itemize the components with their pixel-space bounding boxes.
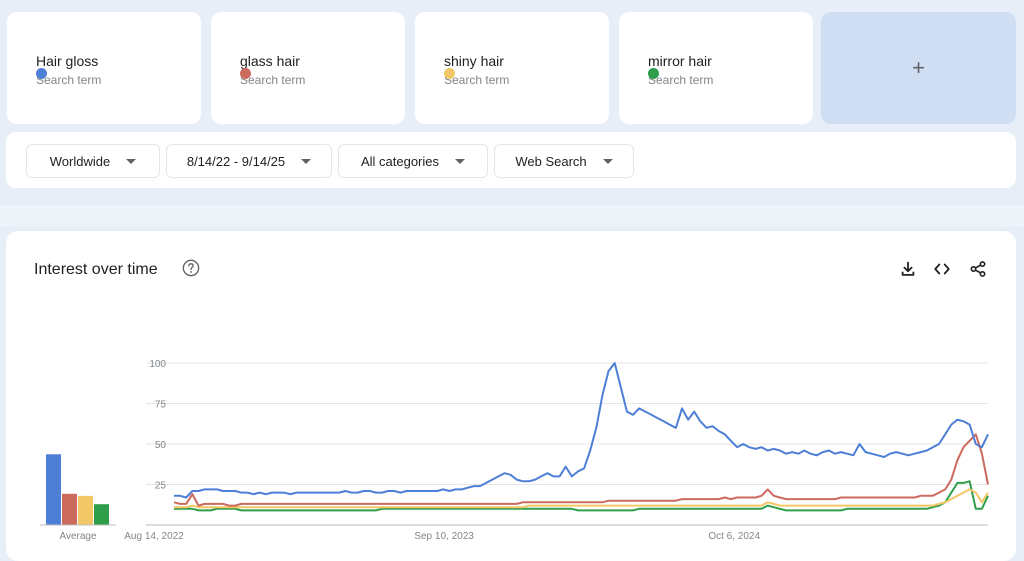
search-term-type: Search term [240,73,306,87]
search-term-card-3[interactable]: shiny hair Search term [415,12,609,124]
interest-over-time-card: Interest over time 25 50 75 100 Aug 14, 2022… [6,231,1016,561]
region-label: Worldwide [49,153,111,169]
series-color-dot [648,68,659,79]
average-bar [94,504,109,525]
help-icon[interactable] [182,259,200,277]
series-line-mirror-hair [174,480,989,512]
plus-icon: + [912,55,925,80]
embed-icon[interactable] [933,260,951,278]
download-icon[interactable] [899,260,917,278]
series-line-shiny-hair [174,488,989,509]
y-tick-label: 50 [155,440,167,451]
region-dropdown[interactable]: Worldwide [26,144,160,178]
y-tick-label: 100 [149,359,166,370]
series-color-dot [36,68,47,79]
date-range-dropdown[interactable]: 8/14/22 - 9/14/25 [166,144,332,178]
search-type-label: Web Search [515,153,587,169]
y-tick-label: 25 [155,481,167,492]
interest-over-time-chart: 25 50 75 100 Aug 14, 2022 Sep 10, 2023 Oct 6, … [40,359,989,542]
average-label: Average [59,531,97,542]
caret-down-icon [126,158,137,164]
x-tick-label: Sep 10, 2023 [414,531,474,542]
caret-down-icon [602,158,613,164]
date-range-label: 8/14/22 - 9/14/25 [186,153,286,169]
chart-title: Interest over time [34,261,158,278]
y-tick-label: 75 [155,400,167,411]
filter-bar: Worldwide 8/14/22 - 9/14/25 All categori… [6,132,1016,188]
search-term-card-2[interactable]: glass hair Search term [211,12,405,124]
average-bar [78,495,93,525]
category-label: All categories [360,153,440,169]
add-comparison-button[interactable]: + [821,12,1016,124]
x-tick-label: Aug 14, 2022 [124,531,184,542]
search-term-type: Search term [36,73,102,87]
search-term-card-4[interactable]: mirror hair Search term [619,12,813,124]
series-color-dot [240,68,251,79]
series-color-dot [444,68,455,79]
average-bar [46,454,61,525]
category-dropdown[interactable]: All categories [338,144,488,178]
series-line-glass-hair [173,433,989,507]
search-term-name: mirror hair [648,53,712,69]
search-term-type: Search term [444,73,510,87]
caret-down-icon [301,158,312,164]
series-line-hair-gloss [174,362,989,499]
caret-down-icon [455,158,466,164]
search-term-name: Hair gloss [36,53,99,69]
average-bar [62,493,77,525]
x-tick-label: Oct 6, 2024 [708,531,760,542]
search-term-name: shiny hair [444,53,504,69]
search-type-dropdown[interactable]: Web Search [494,144,634,178]
search-term-type: Search term [648,73,714,87]
share-icon[interactable] [969,260,987,278]
section-divider [0,205,1024,227]
search-term-name: glass hair [240,53,300,69]
search-term-card-1[interactable]: Hair gloss Search term [7,12,201,124]
